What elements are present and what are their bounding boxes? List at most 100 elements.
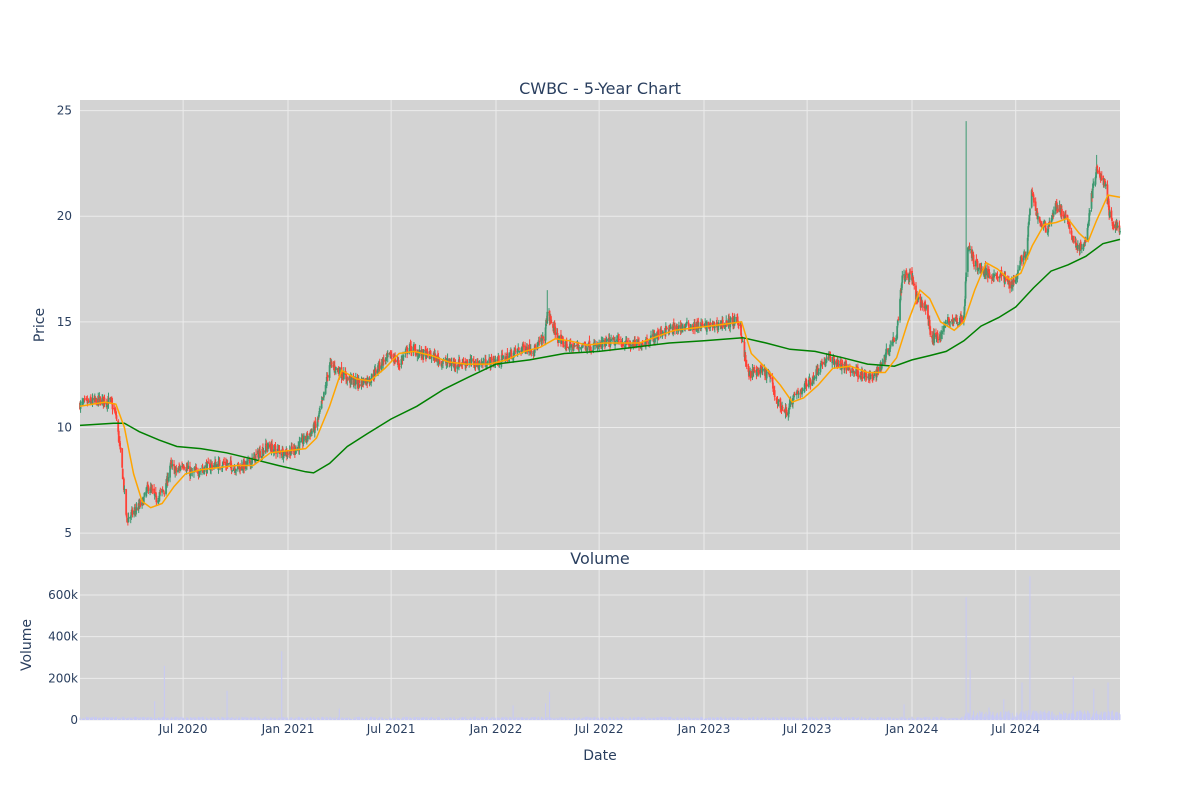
candle-body xyxy=(919,298,922,308)
volume-bar xyxy=(238,716,240,720)
volume-bar xyxy=(940,718,942,720)
volume-bar xyxy=(726,718,728,720)
volume-bar xyxy=(629,717,631,720)
volume-bar xyxy=(274,719,276,720)
volume-bar xyxy=(677,716,679,720)
candle-body xyxy=(298,441,301,450)
volume-bar xyxy=(1115,715,1117,720)
volume-bar xyxy=(1100,711,1102,720)
volume-bar xyxy=(215,718,217,720)
volume-bar xyxy=(801,719,803,720)
volume-bar xyxy=(909,719,911,720)
volume-bar xyxy=(787,717,789,720)
volume-bar xyxy=(621,719,623,720)
volume-bar xyxy=(230,718,232,720)
volume-bar xyxy=(700,716,702,720)
candle-body xyxy=(1111,218,1113,222)
candle-body xyxy=(701,323,704,327)
candle-body xyxy=(146,484,149,487)
candle-body xyxy=(974,260,977,267)
volume-bar xyxy=(713,717,715,720)
candle-body xyxy=(127,517,130,523)
volume-bar xyxy=(187,718,189,720)
candle-body xyxy=(209,463,211,470)
volume-bar xyxy=(919,717,921,720)
volume-bar xyxy=(458,718,460,720)
volume-bar xyxy=(119,717,121,720)
candle-body xyxy=(126,518,129,520)
candle-body xyxy=(1070,230,1073,235)
volume-bar xyxy=(362,719,364,720)
volume-bar xyxy=(245,716,247,720)
candle-body xyxy=(283,451,285,457)
volume-bar xyxy=(963,719,965,720)
volume-bar xyxy=(917,717,919,720)
chart-title: CWBC - 5-Year Chart xyxy=(519,79,681,98)
volume-bar xyxy=(660,717,662,720)
volume-bar xyxy=(127,717,129,720)
candle-body xyxy=(912,281,915,284)
candle-body xyxy=(1090,193,1093,209)
volume-bar xyxy=(541,716,543,720)
volume-bar xyxy=(1080,712,1082,720)
volume-bar xyxy=(678,718,680,720)
volume-bar xyxy=(979,713,981,720)
candle-body xyxy=(141,499,144,506)
volume-bar xyxy=(165,717,167,720)
candle-body xyxy=(183,466,186,469)
candle-body xyxy=(578,347,581,349)
volume-bar xyxy=(840,717,842,720)
candle-body xyxy=(638,341,640,348)
volume-bar xyxy=(641,718,643,720)
volume-bar xyxy=(193,717,195,720)
candle-body xyxy=(385,357,387,361)
volume-bar xyxy=(637,716,639,720)
volume-bar xyxy=(1076,711,1078,720)
volume-bar xyxy=(107,717,109,720)
volume-bar xyxy=(833,717,835,720)
candle-body xyxy=(1002,275,1005,277)
volume-bar xyxy=(147,717,149,720)
volume-bar xyxy=(509,719,511,720)
volume-bar xyxy=(690,718,692,720)
volume-bar xyxy=(162,717,164,720)
candle-body xyxy=(678,325,680,328)
volume-bar xyxy=(917,717,919,720)
volume-bar xyxy=(105,717,107,720)
volume-bar xyxy=(1044,715,1046,720)
candle-body xyxy=(740,324,742,336)
candle-body xyxy=(1017,269,1019,274)
candle-body xyxy=(1032,193,1035,197)
candle-body xyxy=(91,397,94,404)
candle-body xyxy=(958,318,961,326)
volume-bar xyxy=(1085,713,1087,720)
volume-bar xyxy=(203,718,205,720)
volume-bar xyxy=(965,713,967,720)
volume-bar xyxy=(289,718,291,720)
volume-bar xyxy=(814,718,816,720)
volume-bar xyxy=(338,708,340,720)
candle-body xyxy=(99,397,101,399)
candle-body xyxy=(269,446,272,449)
volume-bar xyxy=(459,717,461,720)
volume-bar xyxy=(861,716,863,720)
volume-bar xyxy=(417,718,419,720)
volume-bar xyxy=(505,717,507,720)
volume-bar xyxy=(474,716,476,720)
candle-body xyxy=(852,369,855,372)
volume-bar xyxy=(430,717,432,720)
volume-bar xyxy=(114,717,116,720)
candle-body xyxy=(797,392,799,395)
candle-body xyxy=(161,488,163,493)
candle-body xyxy=(641,342,644,344)
volume-bar xyxy=(650,717,652,720)
candle-body xyxy=(438,359,440,364)
candle-body xyxy=(456,366,459,369)
candle-body xyxy=(747,367,750,372)
volume-bar xyxy=(161,717,163,720)
volume-bar xyxy=(729,718,731,720)
volume-bar xyxy=(506,717,508,720)
candle-body xyxy=(952,321,954,324)
candle-body xyxy=(429,350,432,356)
candle-body xyxy=(841,363,844,365)
